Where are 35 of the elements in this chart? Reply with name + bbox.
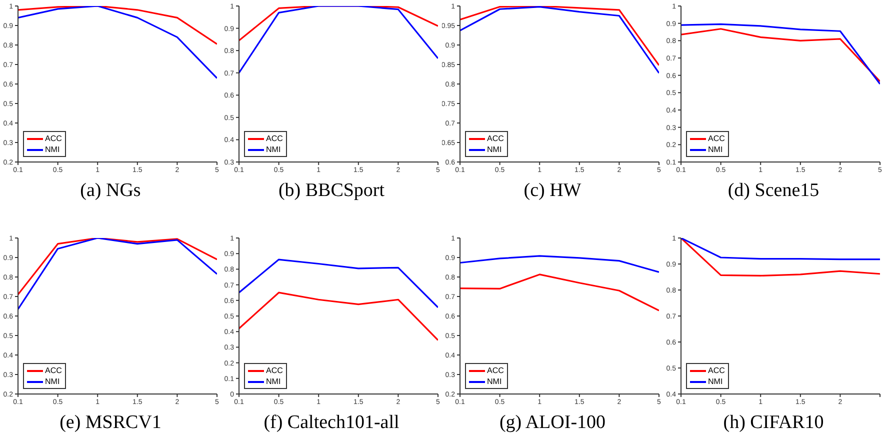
text: (d) Scene15: [726, 180, 820, 202]
line-series: [460, 255, 659, 273]
text: (h) CIFAR10: [722, 412, 825, 434]
legend-label: NMI: [708, 376, 723, 387]
text: (b) BBCSport: [277, 180, 386, 202]
legend-label: ACC: [45, 133, 62, 144]
line-series: [239, 6, 438, 74]
legend-label: ACC: [708, 133, 725, 144]
legend-label: NMI: [266, 376, 281, 387]
line-series: [18, 6, 217, 45]
legend-label: NMI: [487, 144, 502, 155]
line-series: [239, 258, 438, 308]
line-series: [681, 238, 880, 276]
text: (f) Caltech101-all: [262, 412, 400, 434]
line-series: [460, 274, 659, 312]
legend-label: NMI: [708, 144, 723, 155]
text: (g) ALOI-100: [498, 412, 607, 434]
text: (c) HW: [522, 180, 582, 202]
legend-label: ACC: [266, 365, 283, 376]
legend-label: ACC: [487, 365, 504, 376]
legend-label: ACC: [45, 365, 62, 376]
text: (a) NGs: [79, 180, 142, 202]
legend-label: ACC: [708, 365, 725, 376]
text: (e) MSRCV1: [58, 412, 162, 434]
legend-label: ACC: [266, 133, 283, 144]
legend-label: NMI: [45, 144, 60, 155]
legend-label: NMI: [266, 144, 281, 155]
line-series: [18, 238, 217, 310]
legend-label: NMI: [45, 376, 60, 387]
line-series: [18, 6, 217, 79]
legend-label: ACC: [487, 133, 504, 144]
line-series: [239, 292, 438, 341]
legend-label: NMI: [487, 376, 502, 387]
line-series: [681, 238, 880, 260]
line-series: [18, 238, 217, 296]
